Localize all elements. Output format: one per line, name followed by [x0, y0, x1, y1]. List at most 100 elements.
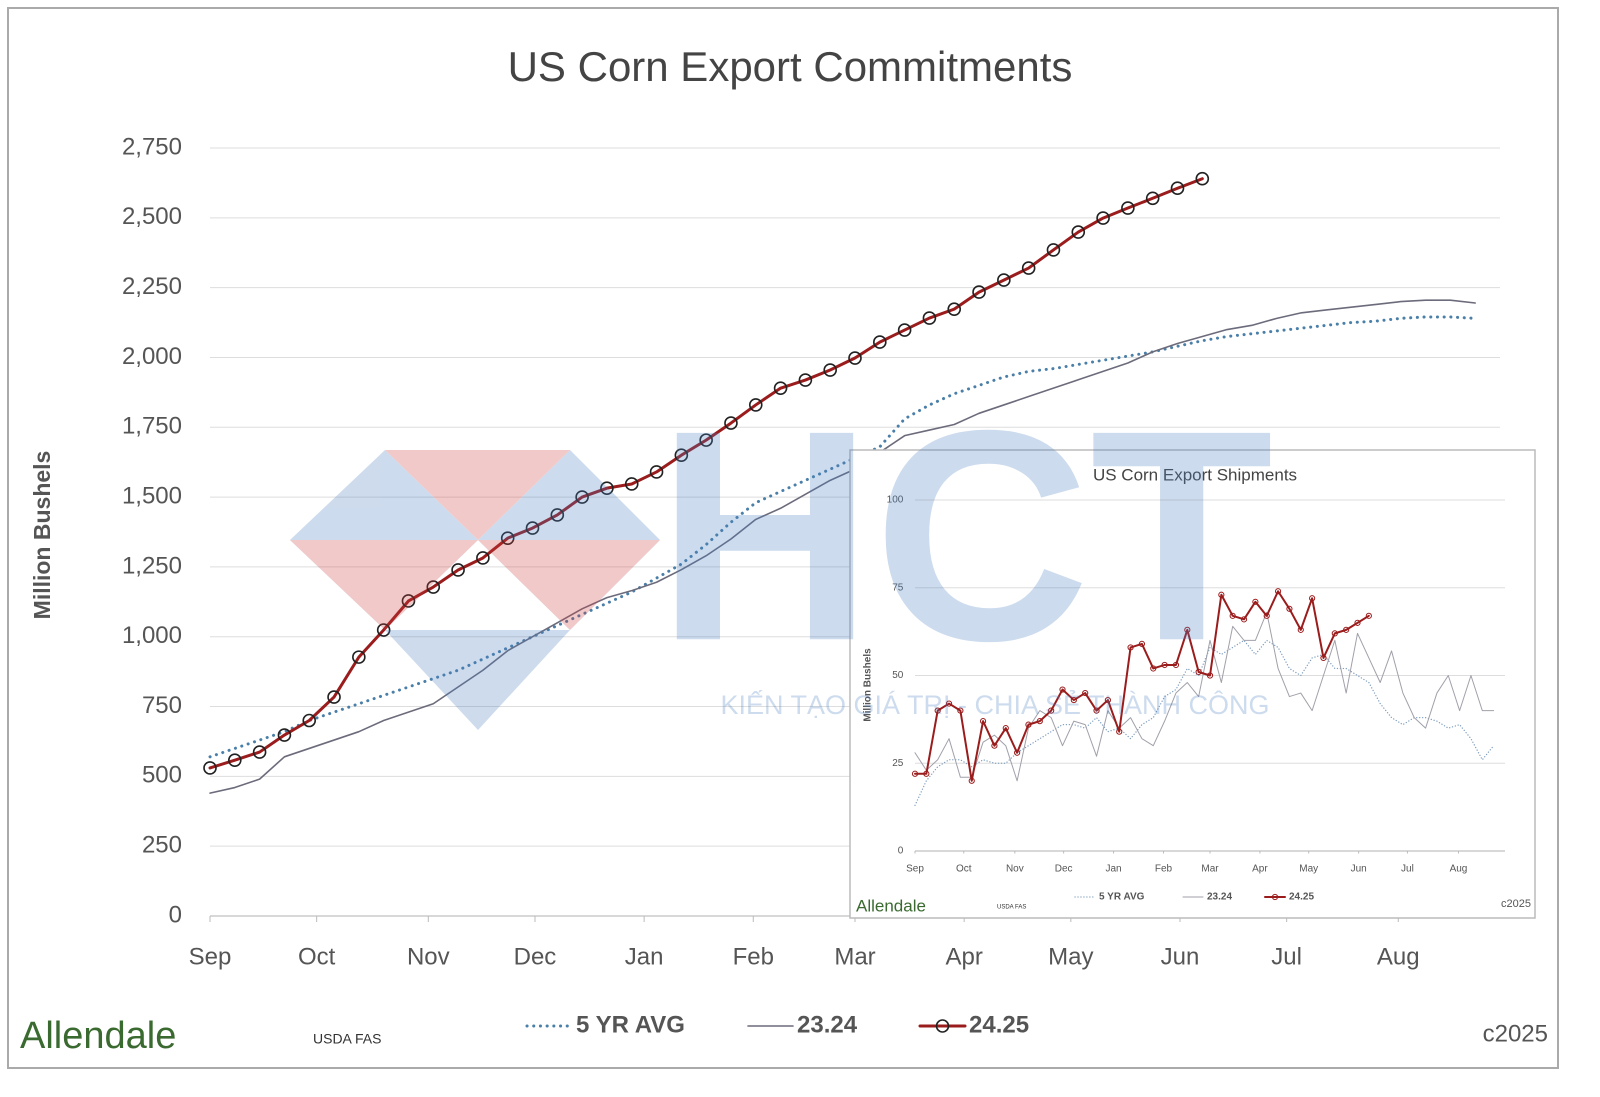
y-tick-label: 25: [892, 758, 904, 769]
point: [1046, 243, 1061, 257]
point: [972, 285, 986, 299]
point: [1274, 588, 1282, 595]
point: [1170, 181, 1185, 196]
series-line: [208, 177, 1204, 770]
x-tick-label: Aug: [1377, 943, 1420, 970]
x-tick-label: Apr: [945, 943, 982, 970]
legend-label: 24.25: [1289, 892, 1314, 903]
x-tick-label: Jun: [1161, 943, 1200, 970]
x-tick-label: Mar: [1201, 864, 1219, 875]
chart-title: US Corn Export Shipments: [1093, 465, 1297, 484]
y-tick-label: 1,000: [122, 622, 182, 649]
point: [1048, 707, 1055, 714]
inset-frame: [849, 449, 1536, 919]
legend-marker: [935, 1019, 950, 1033]
x-tick-label: Oct: [956, 864, 972, 875]
watermark-shape: [478, 450, 660, 630]
point: [550, 508, 565, 522]
point: [302, 713, 317, 728]
x-tick-label: Sep: [906, 864, 924, 875]
legend-label: 5 YR AVG: [576, 1011, 685, 1038]
point: [1036, 718, 1043, 725]
point: [1082, 689, 1089, 697]
point: [649, 465, 664, 479]
y-tick-label: 1,500: [122, 482, 182, 509]
x-tick-label: Dec: [1055, 864, 1073, 875]
series-line: [208, 315, 1477, 759]
point: [1184, 626, 1191, 633]
point: [1206, 672, 1214, 679]
watermark-shape: [478, 540, 660, 630]
point: [979, 718, 987, 725]
point: [228, 753, 242, 767]
point: [1240, 616, 1248, 623]
logo: Allendale: [20, 1015, 176, 1057]
point: [1161, 661, 1168, 669]
x-tick-label: Oct: [298, 943, 336, 970]
point: [252, 745, 267, 759]
point: [1059, 686, 1066, 693]
point: [401, 594, 416, 608]
y-tick-label: 2,500: [122, 203, 182, 230]
x-tick-label: Jun: [1351, 864, 1367, 875]
point: [600, 481, 614, 495]
y-tick-label: 1,750: [122, 413, 182, 440]
point: [1116, 728, 1123, 735]
point: [968, 777, 975, 784]
point: [1104, 696, 1111, 704]
copyright: c2025: [1483, 1020, 1548, 1047]
point: [1150, 665, 1157, 672]
point: [674, 448, 689, 463]
point: [624, 477, 639, 491]
legend-label: 24.25: [969, 1011, 1029, 1038]
point: [1145, 191, 1160, 206]
chart-title: US Corn Export Commitments: [508, 43, 1073, 90]
point: [1195, 171, 1210, 186]
point: [1014, 749, 1021, 756]
x-tick-label: Jul: [1271, 943, 1302, 970]
x-tick-label: May: [1299, 864, 1318, 875]
legend-marker: [1271, 893, 1279, 901]
point: [724, 416, 738, 430]
watermark-shape: [385, 450, 570, 540]
watermark-brand: HCT: [657, 367, 1274, 703]
watermark-shape: [385, 630, 570, 730]
point: [911, 770, 919, 777]
y-tick-label: 75: [892, 582, 904, 593]
series-line: [914, 590, 1370, 782]
point: [922, 311, 937, 325]
point: [1025, 721, 1032, 728]
point: [1331, 630, 1338, 637]
point: [945, 700, 953, 707]
legend-label: 5 YR AVG: [1099, 892, 1145, 903]
inset-chart: US Corn Export Shipments Million Bushels 0…: [856, 465, 1531, 915]
point: [848, 351, 862, 365]
point: [699, 433, 713, 447]
y-tick-label: 50: [892, 670, 904, 681]
x-tick-label: Feb: [733, 943, 774, 970]
y-tick-label: 2,000: [122, 343, 182, 370]
x-tick-label: May: [1048, 943, 1093, 970]
x-tick-label: Aug: [1450, 864, 1468, 875]
series-line: [209, 299, 1476, 794]
series-line: [914, 611, 1495, 782]
point: [1002, 725, 1009, 732]
point: [1263, 612, 1270, 619]
x-tick-label: Nov: [1006, 864, 1024, 875]
point: [997, 273, 1011, 287]
point: [991, 742, 998, 749]
logo: Allendale: [856, 896, 926, 915]
point: [476, 551, 490, 565]
point: [1354, 619, 1361, 626]
point: [1229, 612, 1236, 619]
point: [957, 707, 964, 714]
point: [376, 623, 391, 637]
point: [823, 363, 837, 377]
point: [1218, 591, 1225, 598]
x-tick-label: Dec: [514, 943, 557, 970]
point: [748, 398, 763, 412]
point: [1096, 211, 1110, 225]
y-tick-label: 2,250: [122, 273, 182, 300]
y-tick-label: 100: [887, 495, 904, 506]
